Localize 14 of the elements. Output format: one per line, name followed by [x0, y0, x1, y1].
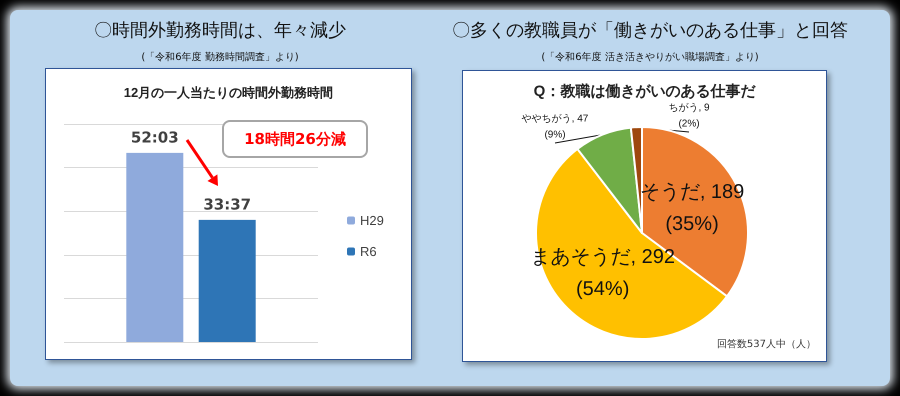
text: (「令和6年度 勤務時間調査」より) [141, 50, 299, 64]
text: (「令和6年度 活き活きやりがい職場調査」より) [541, 50, 759, 64]
legend-label: R6 [360, 244, 377, 259]
chart-title: 12月の一人当たりの時間外勤務時間 [124, 85, 334, 100]
legend-label: H29 [360, 213, 384, 228]
annotation: 18時間26分減 [222, 120, 368, 158]
text: 〇多くの教職員が「働きがいのある仕事」と回答 [452, 19, 848, 42]
text: 〇時間外勤務時間は、年々減少 [94, 19, 346, 42]
slice-label: ややちがう, 47(9%) [522, 114, 589, 140]
chart-title: Q：教職は働きがいのある仕事だ [534, 83, 756, 100]
data-label: 52:03 [130, 128, 179, 146]
slice-label: ちがう, 9(2%) [668, 102, 710, 130]
text: 回答数537人中（人） [716, 338, 816, 351]
data-label: 33:37 [203, 195, 252, 214]
